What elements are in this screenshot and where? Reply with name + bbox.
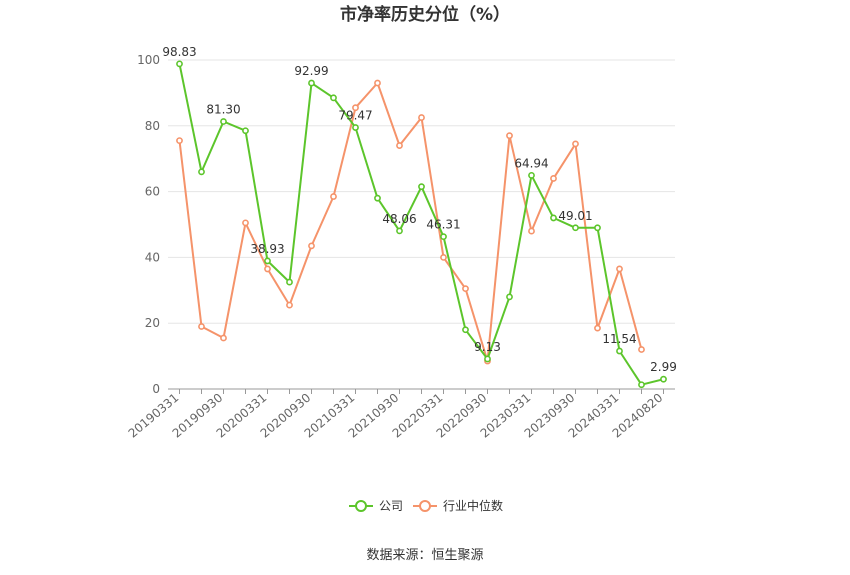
data-label: 48.06: [382, 212, 416, 226]
data-point: [638, 346, 645, 353]
data-point: [418, 183, 425, 191]
data-point: [550, 214, 557, 222]
data-label: 92.99: [294, 64, 328, 78]
data-point: [484, 355, 491, 363]
data-point: [374, 79, 381, 87]
data-point: [352, 124, 359, 131]
legend-swatch-marker: [355, 500, 367, 512]
data-label: 11.54: [602, 332, 636, 346]
data-point: [330, 193, 337, 200]
data-point: [198, 323, 205, 330]
data-point: [286, 301, 293, 309]
data-point: [198, 168, 205, 176]
legend-item-1[interactable]: 行业中位数: [413, 498, 503, 513]
data-point: [220, 118, 227, 125]
data-point: [594, 324, 601, 332]
y-tick-label: 60: [145, 185, 160, 199]
y-tick-label: 80: [145, 119, 160, 133]
y-tick-label: 0: [152, 382, 160, 396]
data-point: [396, 142, 403, 149]
data-point: [528, 227, 535, 235]
data-label: 98.83: [162, 45, 196, 59]
data-point: [616, 347, 623, 355]
data-label: 38.93: [250, 242, 284, 256]
legend[interactable]: 公司 行业中位数: [349, 498, 503, 513]
data-point: [616, 265, 623, 273]
data-point: [308, 242, 315, 250]
data-point: [264, 257, 271, 265]
data-label: 49.01: [558, 209, 592, 223]
chart-title: 市净率历史分位（%）: [340, 4, 510, 25]
data-label: 79.47: [338, 109, 372, 123]
legend-label: 行业中位数: [443, 498, 503, 513]
data-point: [330, 94, 337, 102]
data-point: [506, 293, 513, 301]
y-tick-label: 40: [145, 250, 160, 264]
data-point: [440, 233, 447, 241]
data-label: 2.99: [650, 360, 677, 374]
data-source: 数据来源：恒生聚源: [366, 548, 483, 563]
data-label: 81.30: [206, 103, 240, 117]
data-point: [418, 114, 425, 121]
data-labels: 98.83 81.30 38.93 92.99 79.47 48.06 46.31 9.13 6…: [162, 45, 677, 374]
data-point: [352, 104, 359, 112]
data-point: [440, 253, 447, 261]
data-label: 64.94: [514, 156, 548, 170]
legend-label: 公司: [379, 499, 403, 513]
data-point: [374, 194, 381, 202]
data-point: [242, 219, 249, 227]
data-point: [528, 171, 535, 179]
data-point: [572, 224, 579, 232]
series: [176, 60, 667, 389]
data-point: [176, 137, 183, 145]
data-point: [308, 79, 315, 87]
data-point: [550, 175, 557, 182]
data-label: 9.13: [474, 340, 501, 354]
data-point: [462, 285, 469, 293]
grid: [168, 59, 675, 324]
data-point: [506, 132, 513, 140]
data-point: [264, 265, 271, 273]
data-point: [594, 224, 601, 232]
data-point: [396, 227, 403, 235]
legend-swatch-marker: [419, 500, 431, 512]
series-line-0: [178, 63, 664, 386]
data-label: 46.31: [426, 218, 460, 232]
y-tick-label: 20: [145, 316, 160, 330]
data-point: [572, 140, 579, 148]
data-point: [242, 127, 249, 135]
legend-item-0[interactable]: 公司: [349, 499, 403, 513]
data-point: [462, 326, 469, 334]
data-point: [286, 278, 293, 286]
data-point: [638, 381, 645, 389]
data-point: [220, 334, 227, 342]
data-point: [660, 375, 667, 383]
data-point: [176, 60, 183, 68]
series-line-1: [178, 82, 643, 362]
y-tick-label: 100: [137, 53, 160, 67]
